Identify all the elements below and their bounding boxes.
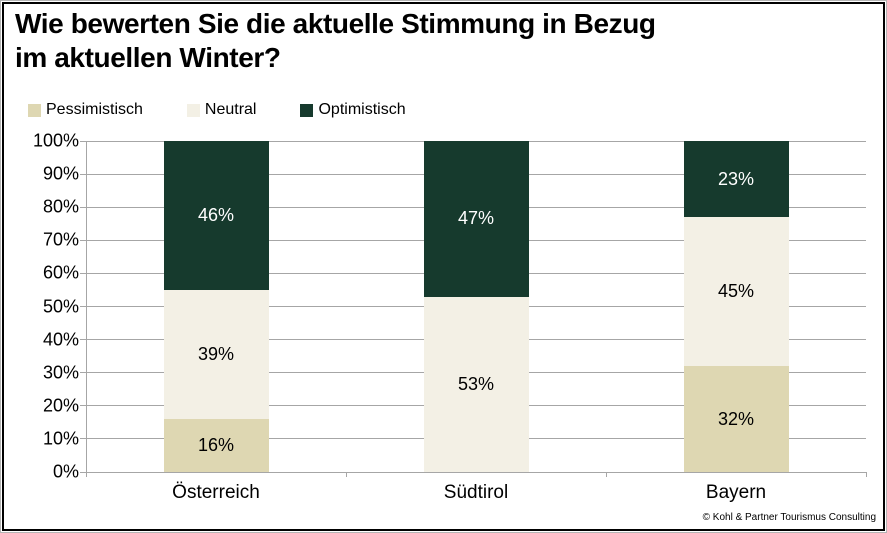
bar-segment-neutral-österreich: 39% <box>163 289 269 420</box>
bar-segment-pessimistisch-österreich: 16% <box>163 419 269 472</box>
legend-label: Optimistisch <box>318 101 406 118</box>
y-axis-line <box>86 141 87 472</box>
copyright-text: © Kohl & Partner Tourismus Consulting <box>702 512 876 523</box>
y-axis-tick-label: 10% <box>42 428 79 449</box>
y-axis-tick-label: 100% <box>32 130 79 151</box>
bar-segment-value-label: 32% <box>717 408 755 429</box>
legend-swatch-neutral <box>186 103 200 117</box>
plot-area: 16% 39% 46% 53% 47% 32% 45% 23% <box>80 140 867 477</box>
bar-segment-optimistisch-österreich: 46% <box>163 141 269 290</box>
legend-label: Neutral <box>204 101 257 118</box>
x-axis-category-label-südtirol: Südtirol <box>443 482 509 503</box>
y-axis-tick <box>80 471 86 473</box>
bar-segment-value-label: 45% <box>717 281 755 302</box>
stacked-bar-südtirol: 53% 47% <box>423 141 529 472</box>
y-axis-tick <box>80 306 86 307</box>
bar-segment-optimistisch-südtirol: 47% <box>423 141 529 297</box>
gridline-100% <box>86 140 866 142</box>
y-axis-tick <box>80 339 86 341</box>
bar-segment-neutral-bayern: 45% <box>683 217 789 367</box>
bar-segment-optimistisch-bayern: 23% <box>683 141 789 218</box>
chart-legend: Pessimistisch Neutral Optimistisch <box>28 101 406 119</box>
legend-item-pessimistisch: Pessimistisch <box>28 101 143 119</box>
y-axis-tick <box>80 239 86 241</box>
chart-title-line-1: Wie bewerten Sie die aktuelle Stimmung i… <box>15 8 656 39</box>
bar-segment-value-label: 53% <box>457 373 495 394</box>
y-axis-tick <box>80 173 86 175</box>
gridline-0% <box>86 471 866 473</box>
bar-segment-value-label: 47% <box>457 208 495 229</box>
legend-item-neutral: Neutral <box>186 101 257 119</box>
x-axis-tick <box>86 472 87 477</box>
legend-swatch-optimistisch <box>300 103 314 117</box>
y-axis-tick-label: 70% <box>42 229 79 250</box>
y-axis-tick <box>80 272 86 274</box>
chart-title: Wie bewerten Sie die aktuelle Stimmung i… <box>15 7 656 75</box>
x-axis-tick <box>606 472 607 477</box>
y-axis-tick <box>80 405 86 407</box>
chart-title-line-2: im aktuellen Winter? <box>15 42 281 73</box>
y-axis-tick-label: 60% <box>42 262 79 283</box>
legend-swatch-pessimistisch <box>28 103 41 117</box>
y-axis-tick-label: 30% <box>42 362 79 383</box>
y-axis-tick-label: 50% <box>42 296 79 316</box>
x-axis-tick <box>866 472 867 477</box>
y-axis-labels: 0% 10% 20% 30% 40% 50% 60% 70% 80% 90% 100% <box>7 131 79 482</box>
stacked-bar-österreich: 16% 39% 46% <box>163 141 269 472</box>
x-axis-category-label-bayern: Bayern <box>705 482 767 503</box>
y-axis-tick <box>80 206 86 208</box>
bar-segment-neutral-südtirol: 53% <box>423 296 529 472</box>
bar-segment-value-label: 23% <box>717 168 755 189</box>
y-axis-tick <box>80 372 86 374</box>
y-axis-tick-label: 20% <box>42 395 79 416</box>
y-axis-tick <box>80 438 86 440</box>
y-axis-tick <box>80 140 86 142</box>
stacked-bar-bayern: 32% 45% 23% <box>683 141 789 472</box>
bar-segment-value-label: 46% <box>197 205 235 225</box>
bar-segment-pessimistisch-bayern: 32% <box>683 366 789 472</box>
x-axis-tick <box>346 472 347 477</box>
y-axis-tick-label: 90% <box>42 163 79 184</box>
y-axis-tick-label: 40% <box>42 329 79 350</box>
y-axis-tick-label: 80% <box>42 196 79 217</box>
y-axis-tick-label: 0% <box>52 461 79 482</box>
legend-item-optimistisch: Optimistisch <box>300 101 406 119</box>
x-axis-category-label-österreich: Österreich <box>172 482 260 503</box>
legend-label: Pessimistisch <box>46 101 143 118</box>
bar-segment-value-label: 39% <box>197 344 235 364</box>
bar-segment-value-label: 16% <box>197 435 235 456</box>
